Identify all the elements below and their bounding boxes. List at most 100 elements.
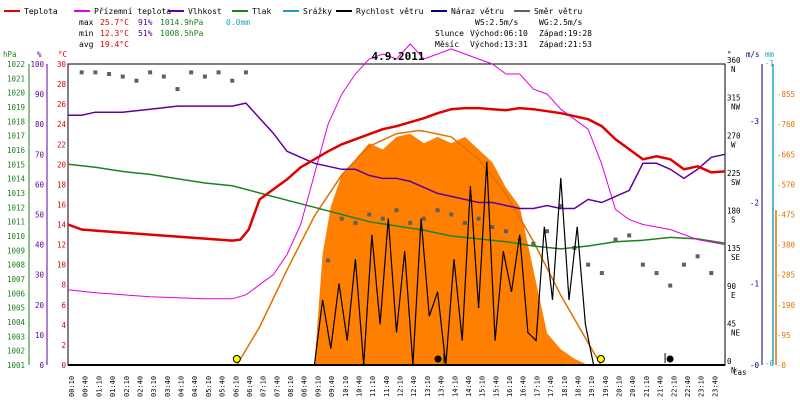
axis-title-mm: mm: [765, 50, 775, 59]
axis-tick-label: -3: [750, 117, 759, 126]
time-tick-label: 22:10: [670, 376, 678, 397]
axis-tick-label: W: [731, 140, 736, 149]
time-tick-label: 04:40: [191, 376, 199, 397]
wind-direction-point: [107, 72, 112, 77]
axis-tick-label: -380: [777, 241, 796, 250]
axis-tick-label: 80: [35, 120, 45, 129]
axis-tick-label: 1004: [7, 318, 26, 327]
wind-direction-point: [243, 70, 248, 75]
time-tick-label: 12:10: [397, 376, 405, 397]
wind-direction-point: [531, 241, 536, 246]
axis-tick-label: 16: [57, 200, 67, 209]
wind-direction-point: [476, 216, 481, 221]
axis-tick-label: 1015: [7, 160, 25, 169]
axis-tick-label: 360: [727, 56, 741, 65]
axis-tick-label: SW: [731, 178, 741, 187]
moonrise-info: Východ:13:31: [470, 40, 528, 49]
axis-title-deg: °: [727, 50, 732, 59]
axis-ms: -0 -1 -2 -3: [750, 64, 763, 370]
axis-tick-label: -1: [765, 59, 774, 68]
axis-tick-label: -665: [777, 150, 795, 159]
time-tick-label: 20:10: [616, 376, 624, 397]
time-tick-label: 01:40: [109, 376, 117, 397]
wind-direction-point: [586, 262, 591, 267]
axis-tick-label: 14: [57, 221, 67, 230]
series-theoretical-solar: [236, 129, 602, 366]
axis-tick-label: SE: [731, 253, 741, 262]
time-tick-label: 19:40: [602, 376, 610, 397]
legend-label: Teplota: [24, 7, 58, 16]
axis-tick-label: 22: [57, 140, 66, 149]
legend-label: Srážky: [303, 7, 332, 16]
legend-label: Přízemní teplota: [94, 7, 171, 16]
axis-tick-label: 315: [727, 94, 741, 103]
wind-direction-point: [353, 220, 358, 225]
axis-tick-label: -0: [765, 359, 775, 368]
axis-tick-label: NE: [731, 328, 741, 337]
time-tick-label: 02:40: [136, 376, 144, 397]
wind-direction-point: [339, 216, 344, 221]
axis-tick-label: -855: [777, 90, 795, 99]
axis-tick-label: -2: [750, 198, 759, 207]
time-tick-label: 23:40: [711, 376, 719, 397]
axis-tick-label: 2: [61, 341, 66, 350]
time-tick-label: 05:10: [205, 376, 213, 397]
time-tick-label: 07:10: [260, 376, 268, 397]
axis-title-c: °C: [58, 50, 67, 59]
time-tick-label: 10:10: [342, 376, 350, 397]
axis-tick-label: 18: [57, 180, 67, 189]
wind-direction-point: [599, 271, 604, 276]
wind-direction-point: [490, 225, 495, 230]
wind-direction-point: [202, 74, 207, 79]
time-tick-label: 00:40: [82, 376, 90, 397]
legend-label: Směr větru: [534, 7, 582, 16]
time-tick-label: 03:10: [150, 376, 158, 397]
axis-tick-label: 60: [35, 180, 45, 189]
axis-tick-label: 1010: [7, 232, 26, 241]
legend-label: Rychlost větru: [356, 7, 424, 16]
axis-tick-label: -1: [750, 280, 759, 289]
wind-direction-point: [189, 70, 194, 75]
series-wind-speed: [68, 161, 725, 366]
chart-title: 4.9.2011: [372, 50, 425, 63]
axis-tick-label: 1006: [7, 289, 26, 298]
wind-direction-point: [79, 70, 84, 75]
wind-direction-point: [504, 229, 508, 234]
wind-direction-point: [695, 254, 700, 259]
time-tick-label: 21:40: [657, 376, 665, 397]
axis-tick-label: -0: [750, 361, 760, 370]
wind-direction-point: [148, 70, 153, 75]
axis-tick-label: 0: [61, 361, 66, 370]
wind-direction-point: [421, 216, 426, 221]
wind-direction-point: [230, 78, 235, 83]
time-tick-label: 09:40: [328, 376, 336, 397]
time-tick-label: 14:10: [451, 376, 459, 397]
axis-tick-label: 24: [57, 120, 67, 129]
axis-time: 00:10 00:40 01:10 01:40 02:10 02:40 03:10 03:40…: [68, 376, 719, 397]
time-tick-label: 06:10: [232, 376, 240, 397]
series-ground-temp: [67, 43, 726, 300]
axis-tick-label: S: [731, 216, 736, 225]
axis-tick-label: 1017: [7, 132, 25, 141]
axis-tick-label: 45: [727, 319, 736, 328]
moonset-info: Západ:21:53: [539, 40, 592, 49]
axis-tick-label: 0: [727, 357, 732, 366]
wind-direction-point: [709, 271, 714, 276]
stat-min-temp: 12.3°C: [100, 29, 129, 38]
time-tick-label: 16:40: [520, 376, 528, 397]
axis-tick-label: -95: [777, 331, 791, 340]
axis-tick-label: 180: [727, 207, 741, 216]
wind-direction-point: [367, 212, 372, 217]
axis-tick-label: E: [731, 291, 736, 300]
axis-tick-label: 1013: [7, 189, 25, 198]
time-tick-label: 07:40: [273, 376, 281, 397]
axis-tick-label: 12: [57, 241, 66, 250]
axis-tick-label: 1021: [7, 74, 25, 83]
moon-label: Měsíc: [435, 40, 459, 49]
axis-tick-label: 28: [57, 80, 67, 89]
axis-tick-label: 40: [35, 241, 45, 250]
time-tick-label: 08:40: [301, 376, 309, 397]
axis-tick-label: 30: [57, 60, 67, 69]
wind-direction-point: [681, 262, 686, 267]
